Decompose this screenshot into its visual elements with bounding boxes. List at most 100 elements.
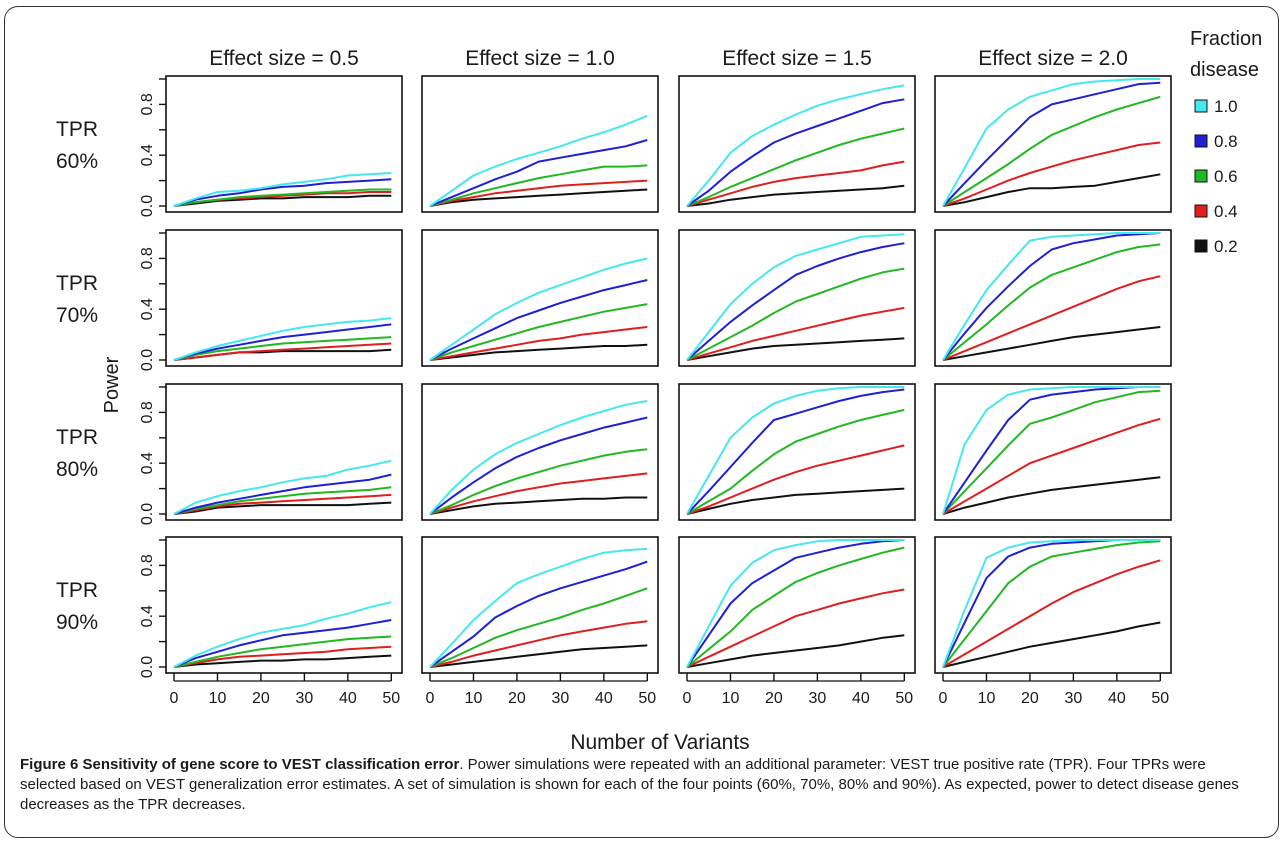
panel-frame <box>678 536 916 674</box>
y-tick-label: 0.0 <box>139 195 156 217</box>
row-label-tpr: TPR <box>56 272 98 295</box>
series-line-0-4 <box>686 306 905 361</box>
series-line-0-4 <box>429 179 648 207</box>
legend-swatch <box>1194 169 1208 183</box>
series-line-0-8 <box>173 178 392 207</box>
column-title: Effect size = 1.5 <box>722 47 872 70</box>
panel-frame <box>165 75 403 213</box>
series-line-0-4 <box>173 342 392 361</box>
x-tick-label: 40 <box>339 690 357 707</box>
series-line-0-8 <box>173 619 392 668</box>
panel-frame <box>421 536 659 674</box>
x-tick-label: 50 <box>638 690 656 707</box>
series-line-0-8 <box>942 81 1161 207</box>
x-tick-label: 10 <box>978 690 996 707</box>
series-line-1-0 <box>942 386 1161 515</box>
x-tick-label: 10 <box>722 690 740 707</box>
series-line-0-6 <box>686 408 905 515</box>
series-line-0-6 <box>942 389 1161 515</box>
series-line-0-4 <box>429 620 648 668</box>
panel-frame <box>934 229 1172 367</box>
x-tick-label: 20 <box>1021 690 1039 707</box>
series-line-1-0 <box>173 317 392 361</box>
series-line-0-2 <box>686 337 905 361</box>
series-line-0-2 <box>429 188 648 207</box>
panel-frame <box>934 536 1172 674</box>
series-line-0-6 <box>173 188 392 207</box>
series-line-0-4 <box>686 588 905 668</box>
legend-label: 0.6 <box>1214 167 1238 186</box>
series-line-0-8 <box>686 388 905 515</box>
series-line-0-2 <box>173 501 392 515</box>
series-line-0-4 <box>942 417 1161 515</box>
y-tick-label: 0.8 <box>139 93 156 115</box>
series-line-0-4 <box>686 444 905 515</box>
y-tick-label: 0.0 <box>139 503 156 525</box>
series-line-0-2 <box>686 487 905 515</box>
series-line-0-6 <box>429 448 648 515</box>
legend-swatch <box>1194 239 1208 253</box>
row-label-percent: 70% <box>56 304 98 327</box>
panel-frame <box>165 229 403 367</box>
series-line-0-6 <box>173 486 392 515</box>
x-tick-label: 50 <box>382 690 400 707</box>
series-line-0-2 <box>686 184 905 207</box>
series-line-1-0 <box>686 233 905 361</box>
panel-frame <box>934 383 1172 521</box>
series-line-0-8 <box>429 416 648 515</box>
row-label-percent: 90% <box>56 611 98 634</box>
x-tick-label: 40 <box>852 690 870 707</box>
series-line-1-0 <box>429 114 648 207</box>
legend-title: disease <box>1190 59 1259 81</box>
y-tick-label: 0.4 <box>139 298 156 320</box>
series-line-0-2 <box>686 634 905 668</box>
series-line-0-6 <box>942 243 1161 361</box>
column-title: Effect size = 0.5 <box>209 47 359 70</box>
series-line-0-4 <box>686 160 905 207</box>
x-tick-label: 40 <box>1108 690 1126 707</box>
panel-frame <box>678 229 916 367</box>
series-line-1-0 <box>429 400 648 515</box>
x-tick-label: 20 <box>508 690 526 707</box>
series-line-1-0 <box>429 547 648 668</box>
series-line-1-0 <box>173 601 392 668</box>
series-line-1-0 <box>942 539 1161 668</box>
y-tick-label: 0.8 <box>139 554 156 576</box>
x-tick-label: 10 <box>209 690 227 707</box>
figure-caption: Figure 6 Sensitivity of gene score to VE… <box>20 755 1265 815</box>
x-tick-label: 30 <box>551 690 569 707</box>
series-line-0-6 <box>429 587 648 668</box>
legend-label: 0.2 <box>1214 237 1238 256</box>
x-tick-label: 30 <box>295 690 313 707</box>
series-line-1-0 <box>686 539 905 668</box>
series-line-0-2 <box>942 173 1161 207</box>
legend-swatch <box>1194 134 1208 148</box>
y-tick-label: 0.4 <box>139 605 156 627</box>
series-line-1-0 <box>686 84 905 207</box>
column-title: Effect size = 2.0 <box>978 47 1128 70</box>
series-line-0-2 <box>173 194 392 207</box>
x-tick-label: 0 <box>683 690 692 707</box>
series-line-0-8 <box>173 473 392 515</box>
series-line-0-8 <box>686 539 905 668</box>
x-tick-label: 0 <box>170 690 179 707</box>
row-label-percent: 80% <box>56 458 98 481</box>
y-tick-label: 0.0 <box>139 349 156 371</box>
series-line-0-4 <box>942 275 1161 361</box>
series-line-1-0 <box>942 78 1161 207</box>
series-line-0-2 <box>942 621 1161 668</box>
series-line-0-8 <box>173 323 392 361</box>
panel-frame <box>421 229 659 367</box>
series-line-1-0 <box>173 172 392 207</box>
series-line-0-4 <box>429 472 648 515</box>
legend-label: 0.8 <box>1214 132 1238 151</box>
series-line-0-2 <box>429 644 648 668</box>
series-line-0-8 <box>429 279 648 361</box>
column-title: Effect size = 1.0 <box>465 47 615 70</box>
x-tick-label: 50 <box>1151 690 1169 707</box>
x-tick-label: 30 <box>1064 690 1082 707</box>
series-line-0-8 <box>942 232 1161 361</box>
series-line-0-6 <box>942 95 1161 207</box>
series-line-0-6 <box>686 127 905 207</box>
series-line-0-4 <box>942 559 1161 668</box>
